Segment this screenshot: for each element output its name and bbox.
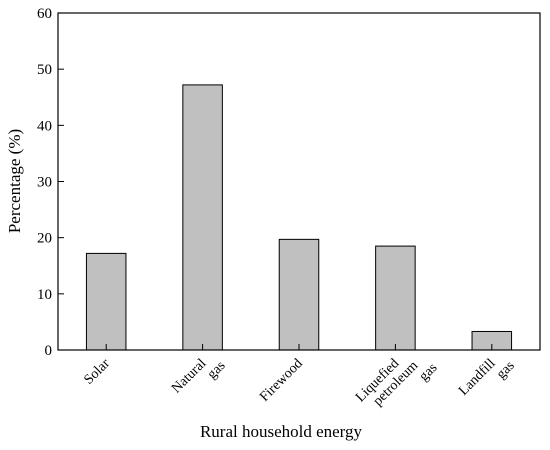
x-tick-label: Solar — [82, 356, 114, 388]
x-tick-label-line: Solar — [82, 356, 114, 388]
bar — [85, 252, 127, 351]
x-tick-label-line: gas — [205, 358, 229, 382]
y-axis-title: Percentage (%) — [5, 129, 24, 233]
y-tick-label: 60 — [37, 6, 52, 22]
x-tick-label: Firewood — [257, 356, 306, 405]
x-tick-label: Landfillgas — [456, 348, 518, 410]
x-axis-title: Rural household energy — [200, 422, 363, 441]
bar — [375, 245, 416, 351]
bar — [278, 238, 320, 351]
y-tick-label: 0 — [45, 343, 53, 359]
y-tick-label: 10 — [37, 287, 52, 303]
x-tick-label-line: gas — [417, 360, 441, 384]
y-tick-label: 40 — [37, 118, 52, 134]
bar — [182, 84, 223, 351]
y-tick-label: 30 — [37, 175, 52, 191]
x-tick-label-line: Natural — [169, 356, 209, 396]
y-tick-label: 50 — [37, 62, 52, 78]
bars-group — [85, 84, 513, 351]
x-tick-label: Liquefiedpetroleumgas — [353, 339, 440, 426]
x-tick-label-line: Firewood — [257, 356, 306, 405]
y-axis: 0 10 20 30 40 50 60 — [37, 6, 64, 359]
x-tick-label-line: Landfill — [456, 356, 499, 399]
x-tick-label-line: gas — [494, 358, 518, 382]
x-axis: Solar Naturalgas Firewood Liquefiedpetroleu… — [82, 339, 518, 426]
y-tick-label: 20 — [37, 231, 52, 247]
x-tick-label: Naturalgas — [169, 348, 228, 407]
